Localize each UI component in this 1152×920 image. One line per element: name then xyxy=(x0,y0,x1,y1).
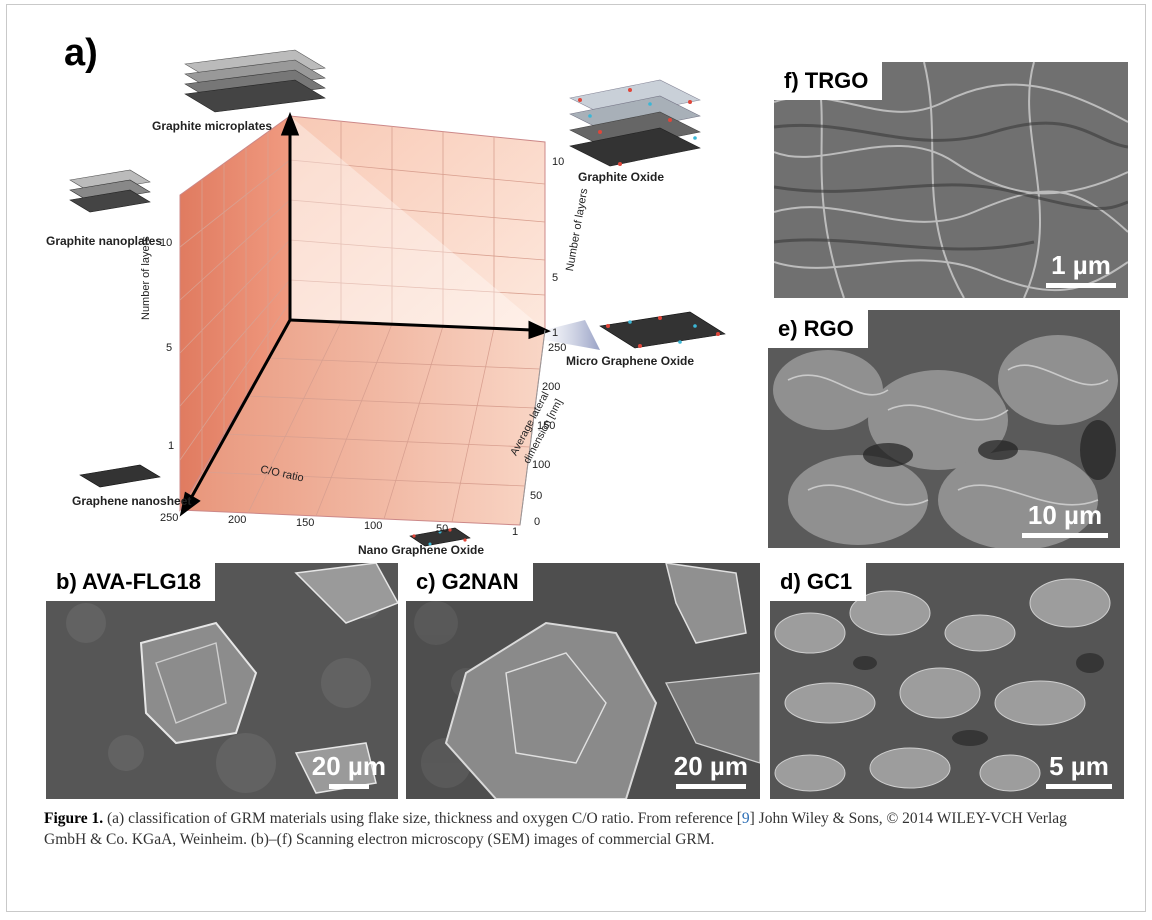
sem-texture-f xyxy=(774,62,1128,298)
panel-e-label: e) RGO xyxy=(768,310,868,348)
graphite-nanoplates-icon xyxy=(69,169,151,213)
scale-text-f: 1 µm xyxy=(1051,250,1111,280)
classification-3d-plot xyxy=(69,49,726,547)
label-nano-graphene-oxide: Nano Graphene Oxide xyxy=(358,543,485,557)
tick-co-1: 1 xyxy=(512,526,519,538)
tick-layers-right-5: 5 xyxy=(552,272,559,284)
panel-a: a) xyxy=(40,20,740,560)
caption-figure-number: Figure 1. xyxy=(44,810,104,827)
panel-b-label: b) AVA-FLG18 xyxy=(46,563,216,601)
scale-line-d xyxy=(1046,784,1112,789)
scale-bar-e: 10 µm xyxy=(1022,500,1108,538)
scale-bar-b: 20 µm xyxy=(312,751,386,789)
scale-line-e xyxy=(1022,533,1108,538)
tick-layers-left-5: 5 xyxy=(166,342,173,354)
nano-graphene-oxide-icon xyxy=(409,527,471,547)
tick-lateral-50: 50 xyxy=(530,490,543,502)
panel-d-label: d) GC1 xyxy=(770,563,867,601)
label-graphite-microplates: Graphite microplates xyxy=(152,119,273,133)
sem-texture-e xyxy=(768,310,1120,548)
tick-layers-left-10: 10 xyxy=(160,237,173,249)
tick-lateral-200: 200 xyxy=(542,381,561,393)
scale-line-c xyxy=(675,784,746,789)
panel-f-label: f) TRGO xyxy=(774,62,883,100)
graphene-nanosheet-icon xyxy=(79,464,161,488)
label-micro-graphene-oxide: Micro Graphene Oxide xyxy=(566,354,695,368)
tick-co-200: 200 xyxy=(228,514,247,526)
tick-co-250: 250 xyxy=(160,512,179,524)
sem-panel-c: c) G2NAN 20 µm xyxy=(406,563,760,799)
figure-caption: Figure 1. (a) classification of GRM mate… xyxy=(44,808,1112,850)
axis-label-layers-left: Number of layers xyxy=(140,236,152,320)
caption-reference-link[interactable]: 9 xyxy=(741,810,750,827)
sem-texture-b xyxy=(46,563,398,799)
scale-text-b: 20 µm xyxy=(311,751,386,781)
tick-lateral-150: 150 xyxy=(537,420,556,432)
micro-graphene-oxide-icon xyxy=(599,311,726,349)
tick-layers-right-10: 10 xyxy=(552,156,565,168)
label-graphite-nanoplates: Graphite nanoplates xyxy=(46,234,163,248)
scale-bar-f: 1 µm xyxy=(1046,250,1116,288)
tick-lateral-250: 250 xyxy=(548,342,567,354)
scale-line-b xyxy=(328,784,369,789)
caption-text-1: (a) classification of GRM materials usin… xyxy=(103,810,742,827)
sem-panel-b: b) AVA-FLG18 20 µm xyxy=(46,563,398,799)
panel-a-label: a) xyxy=(64,32,98,74)
tick-lateral-100: 100 xyxy=(532,459,551,471)
scale-bar-d: 5 µm xyxy=(1046,751,1112,789)
scale-bar-c: 20 µm xyxy=(674,751,748,789)
label-graphene-nanosheet: Graphene nanosheet xyxy=(72,494,192,508)
scale-text-c: 20 µm xyxy=(673,751,748,781)
graphite-microplates-icon xyxy=(184,49,326,113)
figure-frame xyxy=(6,4,1146,912)
panel-c-label: c) G2NAN xyxy=(406,563,533,601)
scale-text-e: 10 µm xyxy=(1027,500,1103,530)
sem-panel-f: f) TRGO 1 µm xyxy=(774,62,1128,298)
tick-layers-right-1: 1 xyxy=(552,327,559,339)
scale-line-f xyxy=(1046,283,1116,288)
sem-panel-e: e) RGO 10 µm xyxy=(768,310,1120,548)
tick-lateral-0: 0 xyxy=(534,516,541,528)
tick-co-150: 150 xyxy=(296,517,315,529)
sem-texture-d xyxy=(770,563,1124,799)
graphite-oxide-icon xyxy=(569,79,701,167)
caption-text-2: ] John Wiley & Sons, © 2014 WILEY-VCH Ve… xyxy=(44,810,1067,848)
tick-co-100: 100 xyxy=(364,520,383,532)
label-graphite-oxide: Graphite Oxide xyxy=(578,170,665,184)
sem-texture-c xyxy=(406,563,760,799)
tick-layers-left-1: 1 xyxy=(168,440,175,452)
tick-co-50: 50 xyxy=(436,523,449,535)
sem-panel-d: d) GC1 5 µm xyxy=(770,563,1124,799)
scale-text-d: 5 µm xyxy=(1049,751,1109,781)
